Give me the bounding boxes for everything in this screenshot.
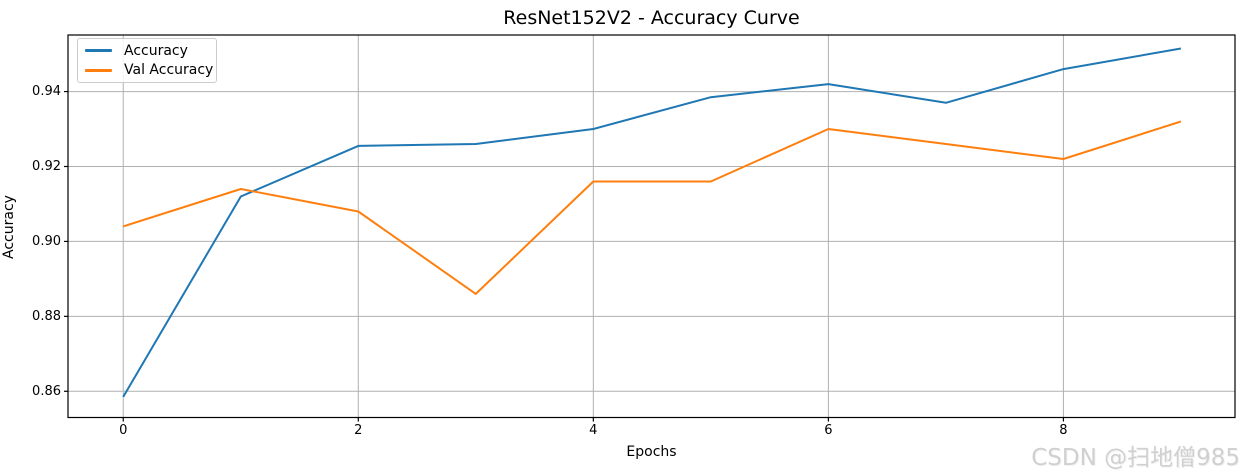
series-line-val-accuracy xyxy=(122,120,1182,295)
y-tick-label: 0.92 xyxy=(32,158,61,174)
chart-title: ResNet152V2 - Accuracy Curve xyxy=(503,7,800,29)
accuracy-line-swatch xyxy=(85,49,112,53)
legend-label-accuracy: Accuracy xyxy=(124,42,188,59)
x-tick-label: 6 xyxy=(824,423,833,438)
x-tick-label: 4 xyxy=(589,423,598,438)
y-tick-label: 0.88 xyxy=(32,308,61,324)
series-line-accuracy xyxy=(122,47,1182,398)
x-tick-label: 2 xyxy=(354,423,363,438)
axes-spines xyxy=(67,34,1236,419)
legend: Accuracy Val Accuracy xyxy=(77,38,217,83)
watermark: CSDN @扫地僧985 xyxy=(1031,445,1240,470)
y-tick-label: 0.90 xyxy=(32,233,61,249)
val-accuracy-line-swatch xyxy=(85,68,112,72)
y-tick-label: 0.94 xyxy=(32,84,61,100)
legend-entry-accuracy: Accuracy xyxy=(85,41,209,61)
y-tick-label: 0.86 xyxy=(32,383,61,399)
x-tick-label: 8 xyxy=(1059,423,1068,438)
x-tick-label: 0 xyxy=(119,423,128,438)
legend-label-val-accuracy: Val Accuracy xyxy=(124,62,214,79)
x-axis-label: Epochs xyxy=(626,444,677,460)
legend-entry-val-accuracy: Val Accuracy xyxy=(85,61,213,81)
